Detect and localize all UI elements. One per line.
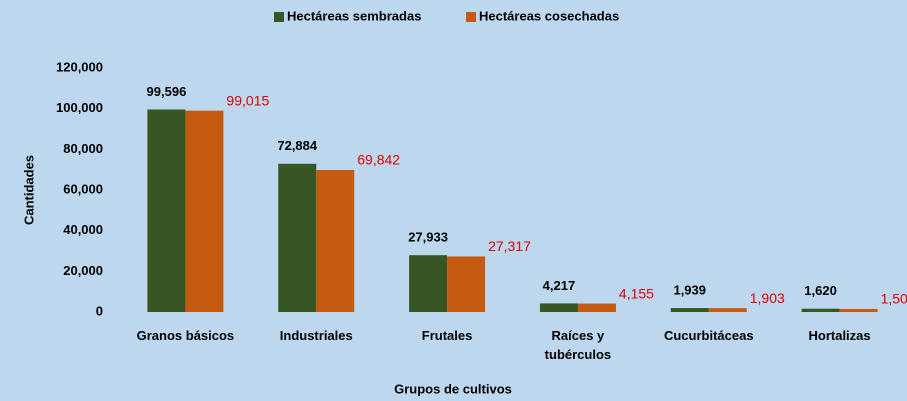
y-axis-title: Cantidades <box>21 155 36 225</box>
legend-label: Hectáreas cosechadas <box>479 8 619 23</box>
y-tick-label: 20,000 <box>63 263 103 278</box>
data-label: 4,217 <box>543 278 576 293</box>
y-tick-label: 40,000 <box>63 222 103 237</box>
bar <box>447 256 486 312</box>
legend-label: Hectáreas sembradas <box>287 8 421 23</box>
x-tick-label: Raíces y tubérculos <box>544 328 612 362</box>
bar <box>409 255 448 312</box>
x-axis-title: Grupos de cultivos <box>394 381 512 396</box>
bar <box>670 308 709 312</box>
bar <box>801 308 840 312</box>
bar <box>577 303 616 312</box>
data-label: 27,933 <box>408 230 448 245</box>
data-label: 1,620 <box>804 283 837 298</box>
data-label: 1,939 <box>673 282 706 297</box>
bar <box>278 163 317 312</box>
bar <box>539 303 578 312</box>
bar <box>839 308 878 312</box>
x-tick-label: Frutales <box>421 328 473 343</box>
y-tick-label: 120,000 <box>56 59 103 74</box>
data-label: 99,015 <box>226 92 269 108</box>
data-label: 1,903 <box>750 290 785 306</box>
x-tick-label: Hortalizas <box>808 328 871 343</box>
data-label: 99,596 <box>147 84 187 99</box>
y-tick-label: 100,000 <box>56 100 103 115</box>
data-label: 72,884 <box>277 138 318 153</box>
bar <box>185 110 224 313</box>
x-tick-label: Industriales <box>279 328 353 343</box>
bar <box>316 169 355 312</box>
bar <box>147 109 186 313</box>
x-tick-label: Cucurbitáceas <box>663 328 754 343</box>
y-tick-label: 0 <box>96 303 103 318</box>
legend-swatch <box>274 12 284 22</box>
x-tick-label: Granos básicos <box>136 328 235 343</box>
bar <box>708 308 747 312</box>
y-tick-label: 60,000 <box>63 181 103 196</box>
data-label: 4,155 <box>619 285 654 301</box>
data-label: 1,500 <box>881 291 907 307</box>
legend-swatch <box>466 12 476 22</box>
y-tick-label: 80,000 <box>63 141 103 156</box>
data-label: 69,842 <box>357 152 400 168</box>
data-label: 27,317 <box>488 238 531 254</box>
